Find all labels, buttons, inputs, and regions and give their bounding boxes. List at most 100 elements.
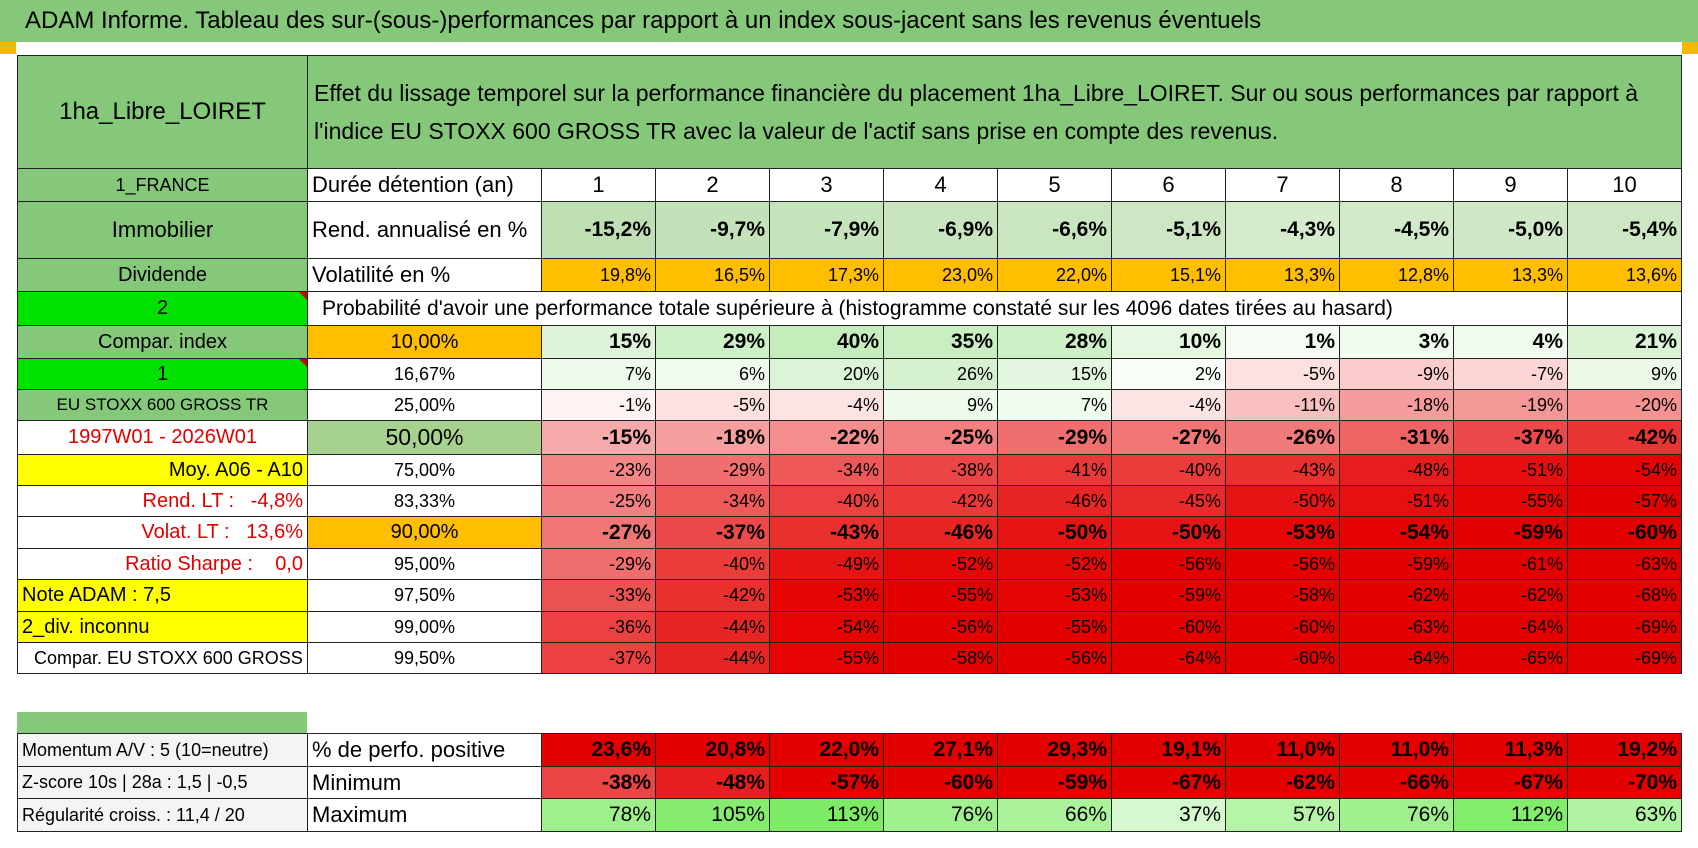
prob-cell: -54% bbox=[769, 611, 884, 643]
prob-cell: -51% bbox=[1453, 454, 1568, 486]
index-number: 1 bbox=[17, 358, 308, 390]
maximum-cell: 63% bbox=[1567, 798, 1682, 832]
prob-cell: -49% bbox=[769, 548, 884, 580]
prob-cell: -43% bbox=[1225, 454, 1340, 486]
prob-cell: 1% bbox=[1225, 325, 1340, 359]
prob-cell: 9% bbox=[1566, 358, 1683, 390]
prob-cell: -5% bbox=[1225, 358, 1340, 390]
prob-cell: -55% bbox=[769, 642, 884, 674]
prob-cell: -31% bbox=[1339, 420, 1454, 455]
corner-marker-left bbox=[0, 42, 16, 54]
volat-cell: 13,3% bbox=[1225, 258, 1340, 292]
prob-cell: -37% bbox=[541, 642, 656, 674]
prob-cell: -60% bbox=[1225, 611, 1340, 643]
prob-cell: -63% bbox=[1566, 548, 1683, 580]
prob-cell: -27% bbox=[1111, 420, 1226, 455]
prob-cell: -25% bbox=[541, 485, 656, 517]
minimum-cell: -59% bbox=[997, 766, 1112, 799]
prob-cell: -57% bbox=[1566, 485, 1683, 517]
prob-cell: -60% bbox=[1225, 642, 1340, 674]
rend-cell: -4,5% bbox=[1339, 201, 1454, 259]
prob-cell: -40% bbox=[655, 548, 770, 580]
compar-index-label: Compar. index bbox=[17, 325, 308, 359]
moy-label: Moy. A06 - A10 bbox=[17, 454, 308, 486]
year-header: 10 bbox=[1566, 168, 1683, 202]
prob-pct: 99,00% bbox=[307, 611, 542, 643]
prob-pct: 83,33% bbox=[307, 485, 542, 517]
prob-cell: -64% bbox=[1111, 642, 1226, 674]
prob-pct: 90,00% bbox=[307, 516, 542, 549]
report-title: ADAM Informe. Tableau des sur-(sous-)per… bbox=[0, 0, 1698, 42]
volat-cell: 12,8% bbox=[1339, 258, 1454, 292]
positive-cell: 27,1% bbox=[883, 733, 998, 767]
prob-cell: -54% bbox=[1339, 516, 1454, 549]
prob-cell: 40% bbox=[769, 325, 884, 359]
prob-cell: -42% bbox=[1566, 420, 1683, 455]
volat-lt-value: 13,6% bbox=[246, 521, 303, 543]
year-header: 8 bbox=[1339, 168, 1454, 202]
prob-cell: -27% bbox=[541, 516, 656, 549]
prob-cell: -55% bbox=[997, 611, 1112, 643]
prob-cell: 15% bbox=[997, 358, 1112, 390]
maximum-cell: 66% bbox=[997, 798, 1112, 832]
prob-cell: -5% bbox=[655, 389, 770, 421]
positive-cell: 11,0% bbox=[1225, 733, 1340, 767]
maximum-label: Maximum bbox=[307, 798, 542, 832]
year-header: 1 bbox=[541, 168, 656, 202]
prob-cell: -41% bbox=[997, 454, 1112, 486]
rend-lt-cell: Rend. LT : -4,8% bbox=[17, 485, 308, 517]
prob-cell: 7% bbox=[541, 358, 656, 390]
prob-cell: -44% bbox=[655, 611, 770, 643]
maximum-cell: 76% bbox=[1339, 798, 1454, 832]
prob-cell: -11% bbox=[1225, 389, 1340, 421]
prob-cell: -53% bbox=[997, 579, 1112, 612]
prob-cell: -56% bbox=[997, 642, 1112, 674]
prob-pct: 10,00% bbox=[307, 325, 542, 359]
rend-cell: -5,0% bbox=[1453, 201, 1568, 259]
rend-cell: -6,9% bbox=[883, 201, 998, 259]
separator-bar bbox=[17, 712, 307, 733]
positive-cell: 11,0% bbox=[1339, 733, 1454, 767]
prob-cell: -60% bbox=[1566, 516, 1683, 549]
prob-pct: 75,00% bbox=[307, 454, 542, 486]
prob-cell: -56% bbox=[883, 611, 998, 643]
prob-cell: -25% bbox=[883, 420, 998, 455]
prob-cell: -15% bbox=[541, 420, 656, 455]
prob-cell: 2% bbox=[1111, 358, 1226, 390]
minimum-cell: -62% bbox=[1225, 766, 1340, 799]
year-header: 5 bbox=[997, 168, 1112, 202]
prob-cell: 3% bbox=[1339, 325, 1454, 359]
prob-cell: -54% bbox=[1566, 454, 1683, 486]
corner-marker-right bbox=[1682, 42, 1698, 54]
prob-cell: 6% bbox=[655, 358, 770, 390]
volat-cell: 17,3% bbox=[769, 258, 884, 292]
prob-cell: -9% bbox=[1339, 358, 1454, 390]
performance-table: 1ha_Libre_LOIRET Effet du lissage tempor… bbox=[17, 55, 1683, 674]
year-header: 7 bbox=[1225, 168, 1340, 202]
summary-table: Momentum A/V : 5 (10=neutre) % de perfo.… bbox=[17, 733, 1682, 832]
prob-cell: -62% bbox=[1453, 579, 1568, 612]
rend-cell: -9,7% bbox=[655, 201, 770, 259]
prob-cell: -18% bbox=[655, 420, 770, 455]
zscore-label: Z-score 10s | 28a : 1,5 | -0,5 bbox=[17, 766, 308, 799]
sharpe-label: Ratio Sharpe : bbox=[125, 552, 253, 575]
maximum-cell: 112% bbox=[1453, 798, 1568, 832]
probability-header: Probabilité d'avoir une performance tota… bbox=[307, 291, 1568, 326]
prob-cell: -18% bbox=[1339, 389, 1454, 421]
prob-cell: -50% bbox=[997, 516, 1112, 549]
positive-cell: 20,8% bbox=[655, 733, 770, 767]
prob-cell: -65% bbox=[1453, 642, 1568, 674]
prob-cell: -48% bbox=[1339, 454, 1454, 486]
prob-cell: -40% bbox=[769, 485, 884, 517]
year-header: 9 bbox=[1453, 168, 1568, 202]
prob-cell: -53% bbox=[769, 579, 884, 612]
prob-pct: 16,67% bbox=[307, 358, 542, 390]
index-name: EU STOXX 600 GROSS TR bbox=[17, 389, 308, 421]
prob-cell: -26% bbox=[1225, 420, 1340, 455]
prob-cell: -63% bbox=[1339, 611, 1454, 643]
prob-cell: -64% bbox=[1453, 611, 1568, 643]
prob-cell: -40% bbox=[1111, 454, 1226, 486]
positive-cell: 22,0% bbox=[769, 733, 884, 767]
maximum-cell: 105% bbox=[655, 798, 770, 832]
income-type-label: Dividende bbox=[17, 258, 308, 292]
